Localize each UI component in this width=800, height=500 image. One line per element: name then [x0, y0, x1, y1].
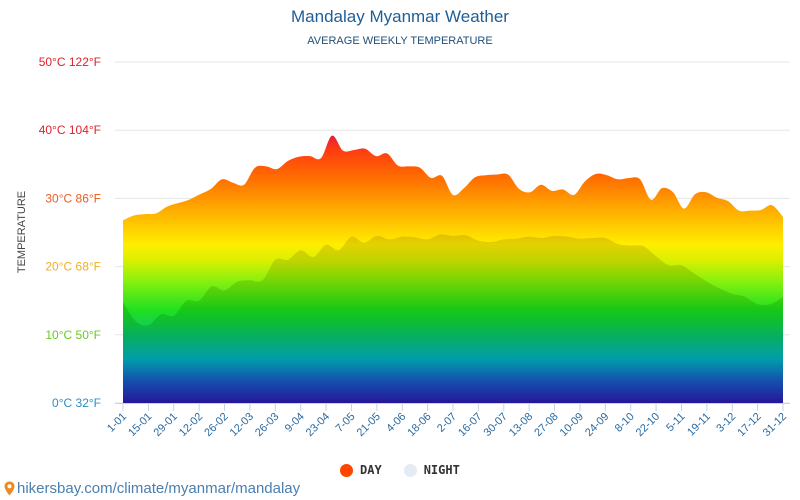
- x-tick-label: 17-12: [735, 411, 763, 439]
- x-tick-label: 29-01: [152, 411, 180, 439]
- legend-label-night: NIGHT: [423, 463, 460, 477]
- x-tick-label: 21-05: [355, 411, 383, 439]
- x-tick-label: 12-02: [177, 411, 205, 439]
- day-dot-icon: [340, 463, 353, 477]
- legend: DAY NIGHT: [340, 463, 482, 477]
- series-areas: [123, 135, 783, 403]
- y-tick-label: 30°C 86°F: [45, 191, 101, 205]
- x-tick-label: 27-08: [532, 411, 560, 439]
- x-tick-label: 22-10: [634, 411, 662, 439]
- y-tick-label: 20°C 68°F: [45, 260, 101, 274]
- x-tick-label: 24-09: [583, 411, 611, 439]
- y-axis-label: TEMPERATURE: [16, 191, 28, 273]
- series-area-night[interactable]: [123, 234, 783, 403]
- y-tick-label: 40°C 104°F: [39, 123, 101, 137]
- x-tick-label: 30-07: [482, 411, 510, 439]
- x-tick-label: 13-08: [507, 411, 535, 439]
- y-axis: 0°C 32°F 10°C 50°F 20°C 68°F 30°C 86°F 40°C …: [39, 55, 101, 410]
- legend-item-day[interactable]: DAY: [340, 463, 382, 477]
- y-tick-label: 0°C 32°F: [52, 396, 101, 410]
- x-tick-label: 31-12: [761, 411, 789, 439]
- source-link[interactable]: hikersbay.com/climate/myanmar/mandalay: [4, 480, 300, 497]
- x-tick-label: 10-09: [558, 411, 586, 439]
- x-tick-label: 15-01: [126, 411, 154, 439]
- map-pin-icon: [4, 481, 15, 496]
- y-tick-label: 10°C 50°F: [45, 328, 101, 342]
- x-tick-label: 16-07: [456, 411, 484, 439]
- chart-subtitle: AVERAGE WEEKLY TEMPERATURE: [307, 35, 493, 47]
- x-tick-label: 26-03: [253, 411, 281, 439]
- source-url: hikersbay.com/climate/myanmar/mandalay: [17, 480, 301, 497]
- x-tick-label: 23-04: [304, 411, 332, 439]
- x-tick-label: 5-11: [664, 411, 687, 434]
- chart-title: Mandalay Myanmar Weather: [291, 7, 509, 26]
- x-tick-label: 12-03: [228, 411, 256, 439]
- x-tick-label: 18-06: [405, 411, 433, 439]
- x-tick-label: 19-11: [685, 411, 713, 439]
- y-tick-label: 50°C 122°F: [39, 55, 101, 69]
- legend-item-night[interactable]: NIGHT: [403, 463, 460, 477]
- x-tick-label: 26-02: [202, 411, 230, 439]
- legend-label-day: DAY: [360, 463, 382, 477]
- night-dot-icon: [403, 463, 417, 477]
